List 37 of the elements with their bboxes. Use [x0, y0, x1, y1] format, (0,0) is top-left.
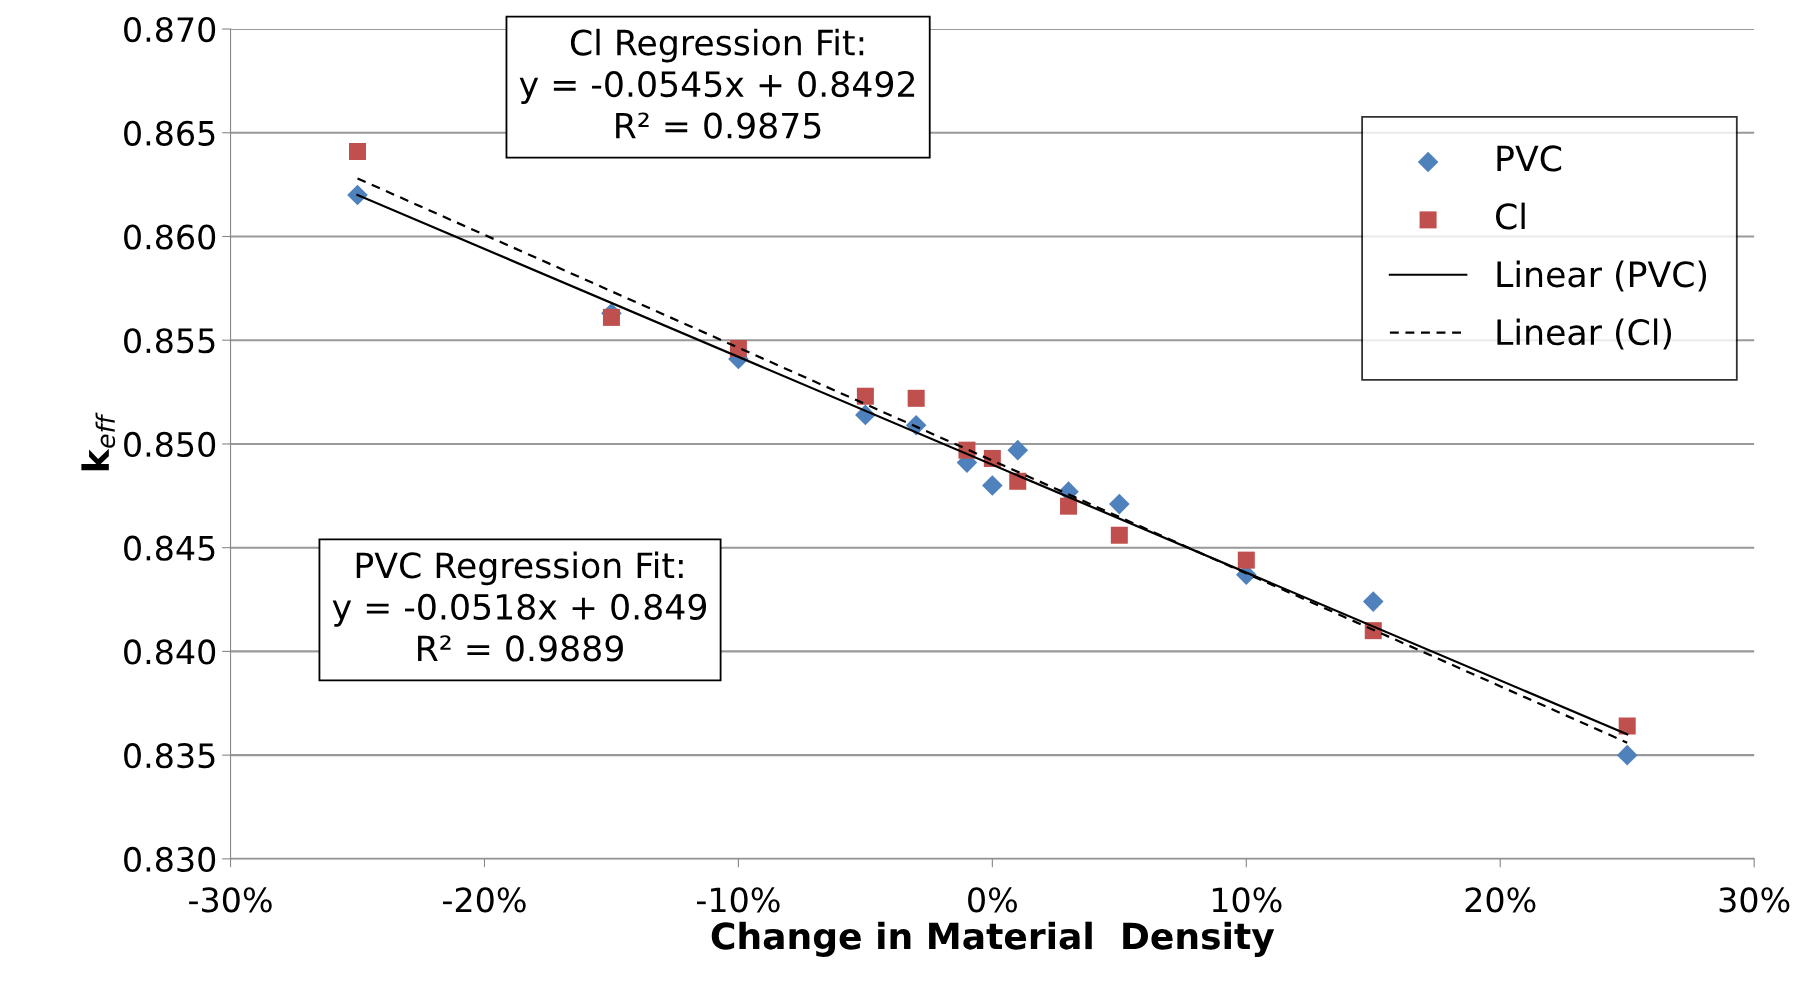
- point: [907, 389, 925, 407]
- point: [1007, 439, 1029, 461]
- x-axis-title: Change in Material Density: [711, 921, 1275, 957]
- annotation: PVC Regression Fit: y = -0.0518x + 0.849 R² = 0.9889: [332, 551, 707, 662]
- annotation: Cl Regression Fit: y = -0.0545x + 0.8492 R² = 0.9875: [519, 28, 915, 139]
- y-tick-label: 0.845: [124, 535, 215, 561]
- point: [1110, 526, 1128, 544]
- point: [1109, 493, 1130, 515]
- y-tick-label: 0.830: [124, 846, 216, 872]
- y-tick-label: 0.855: [124, 328, 215, 354]
- y-tick-label: 0.840: [124, 639, 216, 665]
- x-tick-label: -20%: [443, 887, 526, 913]
- x-tick-label: 20%: [1465, 887, 1536, 913]
- point: [856, 387, 874, 405]
- y-tick-label: 0.850: [124, 431, 216, 458]
- point: [1060, 497, 1078, 515]
- point: [1362, 591, 1384, 612]
- x-tick-label: -10%: [696, 887, 780, 913]
- x-tick-label: -30%: [189, 887, 272, 913]
- legend-label: Linear (Cl): [1497, 318, 1672, 350]
- point: [1237, 551, 1255, 569]
- legend-label: PVC: [1497, 145, 1562, 172]
- x-tick-label: 10%: [1212, 887, 1282, 913]
- point: [1618, 717, 1636, 735]
- y-tick-label: 0.870: [124, 16, 216, 43]
- point: [982, 475, 1003, 496]
- legend-label: Linear (PVC): [1497, 260, 1707, 292]
- x-tick-label: 0%: [968, 887, 1017, 913]
- point: [602, 308, 620, 326]
- y-tick-label: 0.865: [124, 120, 215, 146]
- point: [1616, 744, 1638, 766]
- y-tick-label: 0.835: [124, 743, 215, 769]
- y-tick-label: 0.860: [124, 224, 216, 250]
- y-axis-title: k$_{eff}$: [81, 412, 116, 471]
- point: [348, 142, 366, 160]
- legend-label: Cl: [1496, 202, 1525, 230]
- x-tick-label: 30%: [1719, 887, 1790, 913]
